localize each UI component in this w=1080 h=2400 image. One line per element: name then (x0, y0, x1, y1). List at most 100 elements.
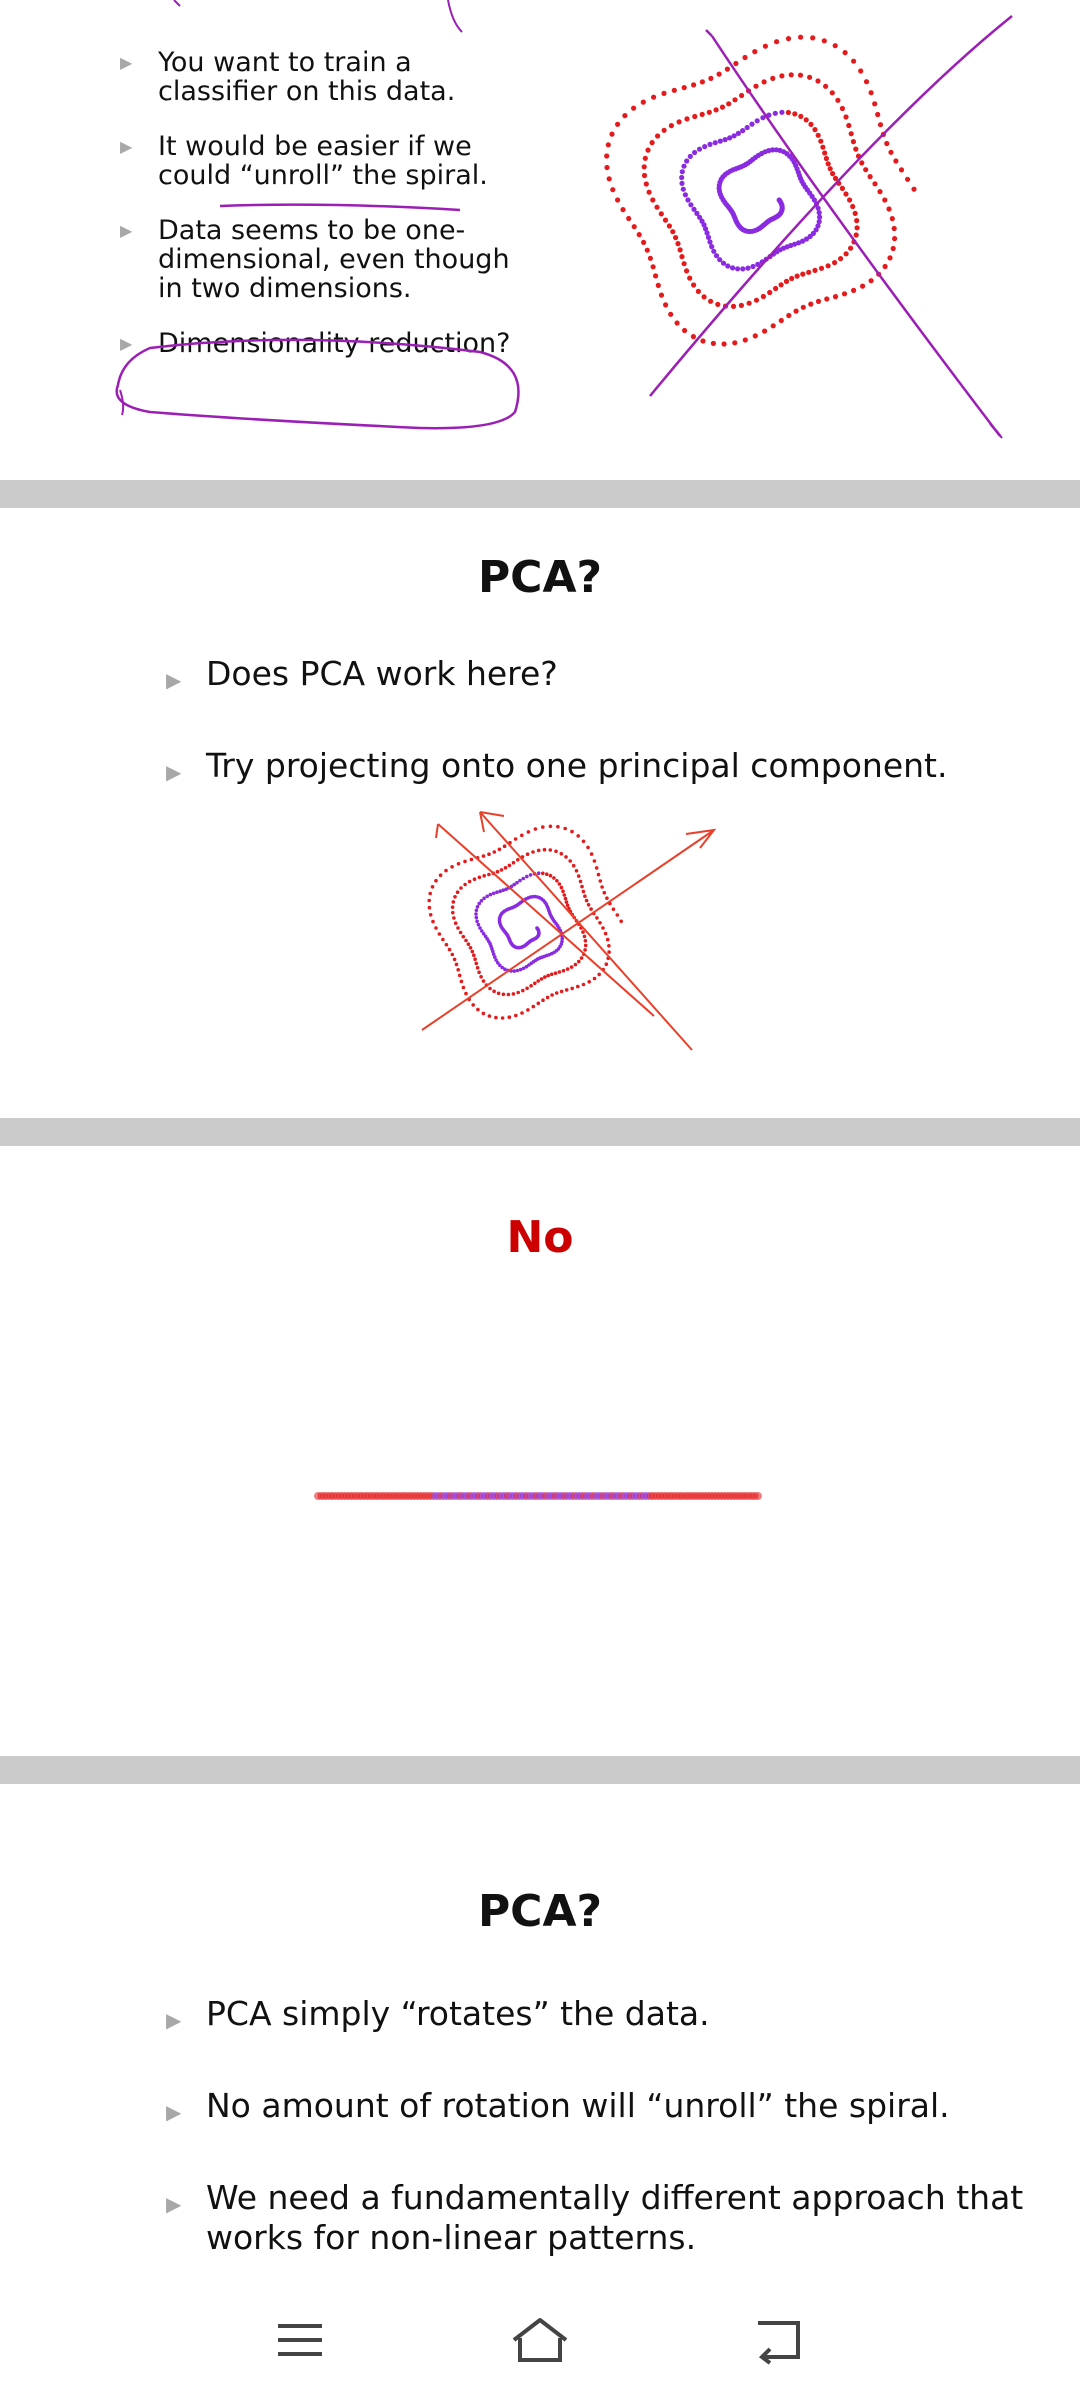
spiral-dot (681, 163, 687, 169)
spiral-dot (713, 253, 720, 259)
spiral-dot (655, 282, 661, 288)
spiral-dot (444, 868, 448, 873)
spiral-dot (839, 105, 845, 112)
spiral-dot (700, 338, 706, 344)
spiral-dot (583, 948, 587, 952)
spiral-dot (701, 294, 707, 300)
spiral-dot (649, 140, 655, 146)
spiral-dot (746, 300, 752, 306)
spiral-dot (581, 839, 586, 844)
menu-button[interactable] (240, 2300, 360, 2380)
spiral-dot (676, 119, 682, 125)
back-button[interactable] (720, 2300, 840, 2380)
spiral-dot (586, 845, 590, 850)
spiral-dot (774, 39, 780, 45)
spiral-dot (854, 225, 860, 231)
spiral-dot (516, 858, 520, 862)
spiral-dot (464, 938, 468, 943)
spiral-dot (887, 255, 893, 261)
spiral-dot (503, 967, 507, 971)
spiral-dot (829, 90, 835, 96)
spiral-dot (565, 967, 570, 971)
slide4-bullet: ▶ We need a fundamentally different appr… (160, 2178, 1030, 2258)
spiral-dot (586, 903, 591, 907)
spiral-dot (661, 90, 667, 96)
spiral-dot (650, 197, 656, 203)
spiral-dot (475, 966, 480, 970)
spiral-dot (450, 865, 454, 869)
spiral-dot (559, 989, 564, 994)
spiral-dot (549, 972, 554, 977)
spiral-dot (815, 298, 822, 304)
spiral-dot (529, 984, 533, 988)
spiral-dot (562, 893, 567, 897)
spiral-dot (543, 975, 547, 979)
spiral-dot (466, 942, 471, 946)
spiral-dot (731, 133, 737, 139)
spiral-dot (673, 235, 679, 241)
spiral-dot (692, 113, 698, 120)
slide-separator (0, 1118, 1080, 1146)
spiral-dot (541, 825, 545, 829)
spiral-dot (742, 54, 748, 61)
spiral-dot (843, 114, 849, 120)
spiral-dot (815, 78, 821, 84)
spiral-dot (427, 898, 431, 903)
spiral-dot (808, 121, 814, 127)
spiral-dot (471, 1003, 475, 1007)
spiral-dot (785, 36, 792, 42)
spiral-dot (708, 298, 714, 304)
spiral-dot (860, 283, 866, 289)
spiral-dot (653, 273, 659, 279)
spiral-dot (615, 913, 620, 917)
spiral-dot (479, 899, 484, 903)
spiral-dot (475, 919, 479, 924)
spiral-dot (504, 887, 508, 891)
spiral-dot (474, 961, 479, 966)
spiral-dot (598, 879, 603, 883)
slide-separator (0, 480, 1080, 508)
spiral-dot (800, 238, 806, 244)
spiral-dot (454, 962, 459, 967)
spiral-dot (451, 910, 455, 915)
spiral-dot (807, 233, 813, 239)
spiral-dot (681, 261, 687, 267)
spiral-dot (605, 896, 609, 900)
spiral-dot (827, 166, 833, 172)
slide4-bullet-text: PCA simply “rotates” the data. (206, 1994, 710, 2033)
spiral-dot (525, 852, 530, 856)
spiral-dot (695, 288, 701, 294)
spiral-dot (735, 130, 741, 136)
spiral-dot (850, 203, 856, 210)
spiral-dot (555, 879, 559, 883)
spiral-dot (839, 185, 845, 191)
spiral-dot (536, 979, 540, 983)
spiral-dot (786, 312, 792, 319)
spiral-dot (518, 878, 522, 883)
spiral-dot (668, 123, 674, 129)
spiral-dot (583, 894, 587, 898)
spiral-dot (561, 889, 565, 894)
home-button[interactable] (480, 2300, 600, 2380)
spiral-dot (654, 204, 660, 210)
spiral-dot (434, 878, 438, 883)
bullet-triangle-icon: ▶ (120, 221, 133, 240)
spiral-dot (552, 876, 556, 880)
spiral-dot (797, 72, 804, 78)
slide-separator (0, 1756, 1080, 1784)
spiral-dot (858, 68, 864, 74)
spiral-dot (859, 160, 865, 166)
spiral-dot (528, 873, 533, 877)
slide2-bullet: ▶ Try projecting onto one principal comp… (160, 746, 1010, 786)
spiral-dot (807, 74, 813, 80)
spiral-dot (631, 224, 637, 230)
spiral-dot (727, 135, 733, 141)
spiral-dot (459, 886, 463, 890)
spiral-dot (451, 900, 456, 904)
spiral-dot (821, 38, 827, 44)
spiral-dot (770, 323, 776, 329)
spiral-dot (568, 859, 572, 863)
spiral-dot (888, 149, 894, 155)
spiral-dot (715, 301, 721, 307)
spiral-dot (905, 176, 911, 182)
